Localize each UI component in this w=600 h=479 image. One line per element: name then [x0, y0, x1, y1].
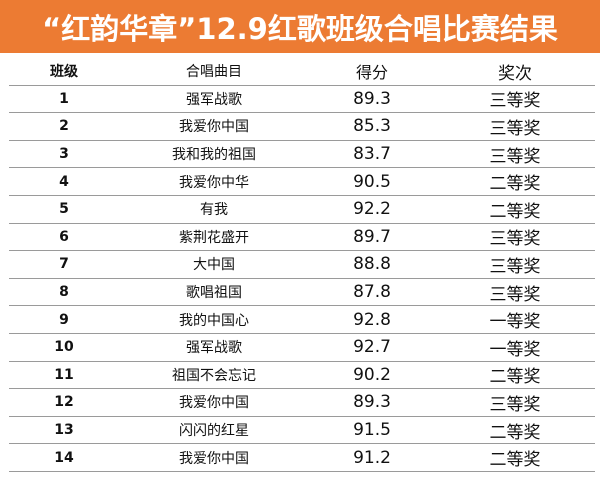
cell-score: 91.5	[309, 416, 435, 445]
cell-song: 我爱你中国	[119, 112, 309, 141]
cell-award: 三等奖	[435, 388, 595, 417]
table-row: 10 强军战歌 92.7 一等奖	[9, 333, 595, 362]
table-row: 12 我爱你中国 89.3 三等奖	[9, 388, 595, 417]
cell-score: 87.8	[309, 278, 435, 307]
cell-song: 紫荆花盛开	[119, 223, 309, 252]
cell-class: 11	[9, 361, 119, 390]
cell-song: 有我	[119, 195, 309, 224]
table-row: 8 歌唱祖国 87.8 三等奖	[9, 278, 595, 307]
table-row: 1 强军战歌 89.3 三等奖	[9, 85, 595, 114]
cell-score: 85.3	[309, 112, 435, 141]
table-row: 9 我的中国心 92.8 一等奖	[9, 305, 595, 334]
cell-score: 89.7	[309, 223, 435, 252]
cell-class: 12	[9, 388, 119, 417]
cell-song: 我的中国心	[119, 305, 309, 334]
table-row: 2 我爱你中国 85.3 三等奖	[9, 112, 595, 141]
cell-award: 三等奖	[435, 250, 595, 279]
cell-song: 我爱你中华	[119, 167, 309, 196]
header-award: 奖次	[435, 58, 595, 86]
cell-song: 歌唱祖国	[119, 278, 309, 307]
cell-class: 2	[9, 112, 119, 141]
cell-award: 二等奖	[435, 416, 595, 445]
title-banner: “红韵华章”12.9红歌班级合唱比赛结果	[0, 0, 600, 53]
cell-class: 13	[9, 416, 119, 445]
cell-score: 92.7	[309, 333, 435, 362]
cell-class: 7	[9, 250, 119, 279]
cell-award: 三等奖	[435, 223, 595, 252]
header-song: 合唱曲目	[119, 58, 309, 86]
cell-class: 8	[9, 278, 119, 307]
cell-class: 1	[9, 85, 119, 114]
cell-score: 88.8	[309, 250, 435, 279]
cell-award: 二等奖	[435, 195, 595, 224]
cell-score: 89.3	[309, 388, 435, 417]
cell-award: 三等奖	[435, 85, 595, 114]
cell-score: 83.7	[309, 140, 435, 169]
cell-song: 闪闪的红星	[119, 416, 309, 445]
cell-class: 14	[9, 443, 119, 472]
cell-award: 三等奖	[435, 140, 595, 169]
cell-score: 92.2	[309, 195, 435, 224]
cell-song: 大中国	[119, 250, 309, 279]
table-row: 6 紫荆花盛开 89.7 三等奖	[9, 223, 595, 252]
table-header-row: 班级 合唱曲目 得分 奖次	[9, 58, 595, 86]
cell-class: 5	[9, 195, 119, 224]
table-row: 4 我爱你中华 90.5 二等奖	[9, 167, 595, 196]
cell-score: 89.3	[309, 85, 435, 114]
cell-song: 我爱你中国	[119, 443, 309, 472]
cell-award: 二等奖	[435, 167, 595, 196]
cell-award: 一等奖	[435, 333, 595, 362]
cell-score: 90.2	[309, 361, 435, 390]
cell-song: 祖国不会忘记	[119, 361, 309, 390]
page-title: “红韵华章”12.9红歌班级合唱比赛结果	[42, 11, 558, 46]
cell-class: 6	[9, 223, 119, 252]
cell-award: 二等奖	[435, 443, 595, 472]
table-row: 7 大中国 88.8 三等奖	[9, 250, 595, 279]
cell-award: 三等奖	[435, 278, 595, 307]
cell-class: 3	[9, 140, 119, 169]
table-row: 3 我和我的祖国 83.7 三等奖	[9, 140, 595, 169]
cell-score: 91.2	[309, 443, 435, 472]
results-body: 1 强军战歌 89.3 三等奖 2 我爱你中国 85.3 三等奖 3 我和我的祖国 83.7 三等奖 4…	[9, 85, 595, 472]
cell-class: 9	[9, 305, 119, 334]
cell-score: 92.8	[309, 305, 435, 334]
cell-award: 二等奖	[435, 361, 595, 390]
cell-song: 强军战歌	[119, 333, 309, 362]
header-class: 班级	[9, 58, 119, 86]
cell-award: 三等奖	[435, 112, 595, 141]
results-table: 班级 合唱曲目 得分 奖次 1 强军战歌 89.3 三等奖 2 我爱你中国 85.3 三等奖 3…	[9, 58, 595, 472]
table-row: 11 祖国不会忘记 90.2 二等奖	[9, 361, 595, 390]
cell-song: 我和我的祖国	[119, 140, 309, 169]
table-row: 5 有我 92.2 二等奖	[9, 195, 595, 224]
table-row: 13 闪闪的红星 91.5 二等奖	[9, 416, 595, 445]
header-score: 得分	[309, 58, 435, 86]
cell-award: 一等奖	[435, 305, 595, 334]
cell-class: 10	[9, 333, 119, 362]
cell-class: 4	[9, 167, 119, 196]
cell-score: 90.5	[309, 167, 435, 196]
cell-song: 我爱你中国	[119, 388, 309, 417]
table-row: 14 我爱你中国 91.2 二等奖	[9, 443, 595, 472]
cell-song: 强军战歌	[119, 85, 309, 114]
